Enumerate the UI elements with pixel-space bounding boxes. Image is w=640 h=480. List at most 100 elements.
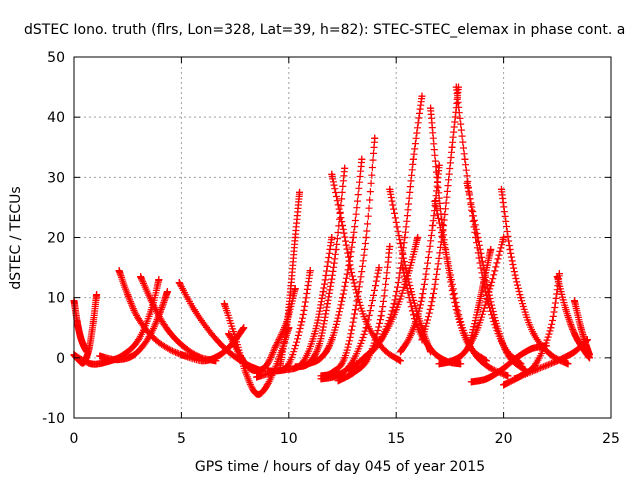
series-pass-x [396, 161, 443, 356]
data-point [418, 294, 426, 302]
data-point [341, 164, 349, 172]
data-point [349, 276, 357, 284]
data-point [431, 197, 439, 205]
data-point [427, 104, 435, 112]
data-point [334, 377, 342, 385]
data-point [296, 188, 304, 196]
data-point [553, 273, 561, 281]
data-point [452, 306, 460, 314]
data-point [362, 318, 370, 326]
data-point [414, 234, 422, 241]
data-point [396, 348, 404, 356]
series-pass-ac [463, 179, 529, 374]
data-point [315, 342, 323, 350]
data-point [375, 264, 383, 272]
data-point [439, 221, 447, 229]
data-point [89, 318, 97, 326]
series-pass-o [304, 155, 366, 368]
data-point [562, 306, 570, 314]
marker-band [291, 164, 349, 371]
data-point [93, 291, 101, 299]
data-point [124, 291, 132, 299]
data-point [339, 221, 346, 229]
series-pass-aa [418, 83, 462, 344]
data-point [495, 330, 503, 338]
data-point [253, 390, 261, 398]
data-point [371, 134, 379, 142]
y-tick-label: -10 [42, 411, 65, 427]
data-point [80, 342, 88, 350]
data-point [379, 345, 387, 353]
data-point [137, 273, 145, 281]
y-tick-label: 10 [47, 291, 65, 307]
data-point [512, 354, 520, 362]
series-layer [70, 83, 594, 398]
data-point [407, 330, 415, 338]
data-point [349, 234, 357, 241]
series-pass-b [70, 297, 91, 356]
x-tick-label: 15 [387, 431, 405, 447]
data-point [152, 336, 160, 344]
data-point [317, 375, 325, 383]
series-pass-k [276, 188, 304, 369]
data-point [564, 360, 572, 368]
data-point [207, 330, 215, 338]
data-point [386, 243, 394, 251]
data-point [160, 321, 168, 329]
series-pass-ae [467, 342, 551, 386]
data-point [155, 276, 163, 284]
data-point [231, 333, 239, 341]
data-point [253, 373, 261, 381]
data-point [399, 264, 407, 272]
y-tick-label: 40 [47, 110, 65, 126]
series-pass-af [465, 246, 495, 350]
data-point [500, 381, 508, 389]
data-point [377, 312, 385, 320]
data-point [435, 360, 443, 368]
data-point [444, 258, 452, 266]
data-point [177, 351, 185, 359]
data-point [238, 354, 246, 362]
data-point [261, 363, 269, 371]
data-point [510, 375, 518, 383]
x-tick-label: 5 [177, 431, 186, 447]
chart-title: dSTEC Iono. truth (flrs, Lon=328, Lat=39… [24, 22, 625, 38]
data-point [474, 324, 482, 332]
data-point [448, 357, 456, 365]
data-point [311, 330, 319, 338]
data-point [532, 366, 540, 374]
data-point [220, 300, 228, 308]
y-axis-label: dSTEC / TECUs [8, 186, 24, 289]
tick-layer: 0 5 10 15 20 25 -10 0 10 20 30 40 50 [42, 50, 620, 447]
series-pass-ad [435, 234, 508, 368]
data-point [577, 324, 585, 332]
data-point [418, 336, 426, 344]
data-point [248, 366, 256, 374]
data-point [341, 354, 349, 362]
x-tick-label: 10 [280, 431, 298, 447]
data-point [190, 306, 198, 314]
data-point [482, 375, 490, 383]
data-point [163, 288, 171, 296]
data-point [145, 333, 153, 341]
y-tick-label: 0 [56, 351, 65, 367]
data-point [345, 366, 353, 374]
data-point [349, 369, 357, 377]
data-point [396, 357, 404, 365]
series-pass-e [96, 288, 171, 364]
data-point [570, 330, 578, 338]
marker-band [463, 179, 529, 374]
data-point [461, 348, 469, 356]
data-point [448, 143, 456, 151]
data-point [528, 345, 536, 353]
data-point [263, 381, 271, 389]
data-point [134, 315, 142, 323]
data-point [328, 170, 336, 178]
data-point [467, 378, 475, 386]
data-point [317, 354, 325, 362]
data-point [461, 155, 469, 163]
data-point [199, 357, 207, 365]
data-point [287, 282, 295, 290]
data-point [115, 267, 123, 275]
data-point [396, 240, 404, 248]
